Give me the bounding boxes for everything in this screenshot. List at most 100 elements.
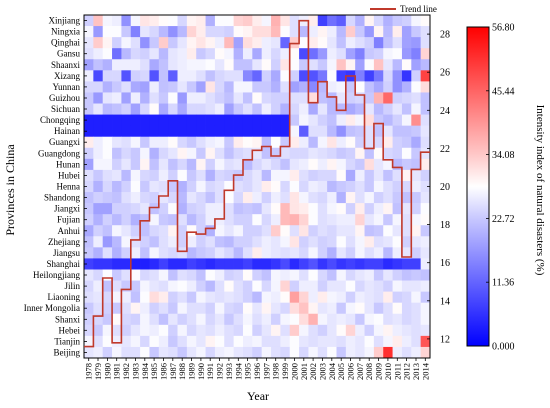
heatmap-cell [186,114,197,126]
heatmap-cell [383,247,393,259]
heatmap-cell [224,214,234,226]
heatmap-cell [345,114,356,126]
heatmap-cell [149,81,160,93]
heatmap-cell [373,247,384,259]
heatmap-cell [392,225,403,237]
heatmap-cell [364,136,375,149]
heatmap-cell [149,280,160,292]
heatmap-cell [196,335,206,348]
heatmap-cell [196,92,206,104]
heatmap-cell [168,158,178,171]
heatmap-cell [383,346,393,359]
heatmap-cell [373,236,384,248]
heatmap-cell [411,258,421,270]
heatmap-cell [177,302,188,315]
heatmap-cell [93,280,104,292]
heatmap-cell [205,26,216,38]
heatmap-cell [121,70,132,82]
heatmap-cell [345,136,356,149]
heatmap-cell [112,169,122,182]
heatmap-cell [102,81,113,93]
heatmap-cell [271,114,281,126]
year-label: 2010 [383,363,393,380]
heatmap-cell [383,136,393,149]
heatmap-cell [280,192,291,204]
heatmap-cell [345,92,356,104]
heatmap-cell [242,180,253,193]
right-axis-label: 12 [440,334,450,345]
heatmap-cell [299,169,309,182]
heatmap-cell [289,192,300,204]
heatmap-cell [317,70,328,82]
heatmap-cell [112,324,122,337]
heatmap-cell [242,92,253,104]
heatmap-cell [205,103,216,115]
heatmap-cell [289,280,300,292]
heatmap-cell [130,147,141,160]
heatmap-cell [401,147,412,160]
heatmap-cell [214,214,225,226]
heatmap-cell [252,147,263,160]
heatmap-cell [420,59,431,71]
heatmap-cell [364,92,375,104]
heatmap-cell [299,280,309,292]
heatmap-cell [336,114,347,126]
heatmap-cell [289,203,300,215]
heatmap-cell [112,81,122,93]
heatmap-cell [411,92,421,104]
heatmap-cell [140,313,150,326]
heatmap-cell [186,291,197,304]
heatmap-cell [158,125,169,138]
heatmap-cell [233,92,244,104]
heatmap-cell [84,214,94,226]
heatmap-cell [401,59,412,71]
heatmap-cell [205,125,216,138]
heatmap-cell [411,346,421,359]
heatmap-cell [327,335,337,348]
heatmap-cell [373,324,384,337]
heatmap-cell [214,158,225,171]
heatmap-cell [84,302,94,315]
heatmap-cell [121,147,132,160]
province-label: Hainan [54,126,80,136]
year-label: 1985 [149,363,159,380]
heatmap-cell [373,346,384,359]
heatmap-cell [308,26,319,38]
heatmap-cell [364,180,375,193]
heatmap-cell [102,313,113,326]
heatmap-cell [140,247,150,259]
heatmap-cell [308,169,319,182]
heatmap-cell [373,302,384,315]
heatmap-cell [149,37,160,49]
year-label: 1984 [140,362,150,380]
heatmap-cell [392,236,403,248]
heatmap-cell [177,59,188,71]
heatmap-cell [373,103,384,115]
heatmap-cell [112,147,122,160]
heatmap-cell [102,48,113,60]
heatmap-cell [280,125,291,138]
heatmap-cell [112,136,122,149]
heatmap-cell [242,280,253,292]
heatmap-cell [392,26,403,38]
heatmap-cell [130,169,141,182]
heatmap-cell [93,158,104,171]
heatmap-cell [224,280,234,292]
heatmap-cell [130,291,141,304]
heatmap-cell [252,335,263,348]
heatmap-cell [252,291,263,304]
heatmap-cell [355,302,365,315]
heatmap-cell [299,203,309,215]
heatmap-cell [168,236,178,248]
heatmap-cell [383,324,393,337]
heatmap-cell [271,136,281,149]
heatmap-cell [355,258,365,270]
heatmap-cell [299,125,309,138]
heatmap-cell [345,125,356,138]
heatmap-cell [130,59,141,71]
heatmap-cell [214,70,225,82]
heatmap-cell [121,15,132,27]
heatmap-cell [186,37,197,49]
heatmap-cell [355,125,365,138]
heatmap-cell [102,92,113,104]
